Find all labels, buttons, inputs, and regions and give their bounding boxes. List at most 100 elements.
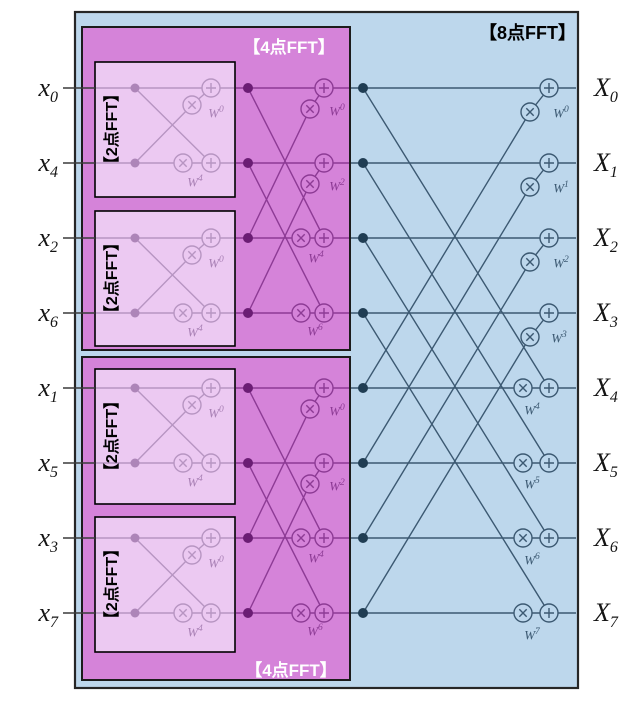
twiddle-label-s2-6: W4: [308, 550, 324, 566]
node-dot: [130, 458, 140, 468]
times-circle-icon: [520, 252, 540, 272]
twiddle-label-s3-2: W2: [553, 255, 569, 271]
twiddle-label-s1-4: W0: [208, 405, 224, 421]
stage1-nodes: [130, 83, 140, 618]
input-label-x3: x3: [38, 523, 58, 557]
twiddle-label-s2-0: W0: [329, 103, 345, 119]
times-circle-icon: [300, 399, 320, 419]
times-circle-icon: [291, 303, 311, 323]
node-dot: [130, 233, 140, 243]
twiddle-label-s3-1: W1: [553, 180, 569, 196]
twiddle-label-s3-5: W5: [524, 476, 540, 492]
output-label-X0: X0: [594, 73, 618, 107]
times-circle-icon: [300, 99, 320, 119]
plus-circle-icon: [314, 528, 334, 548]
plus-circle-icon: [201, 378, 221, 398]
times-circle-icon: [182, 545, 202, 565]
times-circle-icon: [173, 453, 193, 473]
plus-circle-icon: [539, 228, 559, 248]
times-circle-icon: [182, 395, 202, 415]
twiddle-label-s3-4: W4: [524, 402, 540, 418]
plus-circle-icon: [539, 78, 559, 98]
twiddle-label-s1-2: W0: [208, 255, 224, 271]
times-circle-icon: [182, 95, 202, 115]
input-label-x4: x4: [38, 148, 58, 182]
input-leads: [63, 87, 95, 614]
plus-circle-icon: [201, 78, 221, 98]
plus-circle-icon: [539, 453, 559, 473]
plus-circle-icon: [539, 153, 559, 173]
twiddle-label-s2-2: W4: [308, 250, 324, 266]
output-label-X6: X6: [594, 523, 618, 557]
output-label-X3: X3: [594, 298, 618, 332]
times-circle-icon: [520, 177, 540, 197]
node-dot: [358, 83, 368, 93]
twiddle-label-s3-7: W7: [524, 627, 540, 643]
plus-circle-icon: [314, 153, 334, 173]
plus-circle-icon: [314, 453, 334, 473]
twiddle-label-s2-4: W0: [329, 403, 345, 419]
fft8-title: 【8点FFT】: [479, 23, 576, 43]
plus-circle-icon: [539, 303, 559, 323]
input-label-x7: x7: [38, 598, 58, 632]
twiddle-label-s2-3: W6: [307, 323, 323, 339]
plus-circle-icon: [314, 228, 334, 248]
node-dot: [358, 533, 368, 543]
fft4-title-top: 【4点FFT】: [243, 38, 335, 57]
stage1-horizontals: [96, 87, 234, 614]
node-dot: [243, 233, 253, 243]
twiddle-label-s1-5: W4: [187, 474, 203, 490]
stage3-horizontals: [351, 87, 576, 614]
output-label-X2: X2: [594, 223, 618, 257]
plus-circle-icon: [314, 78, 334, 98]
plus-circle-icon: [314, 303, 334, 323]
twiddle-label-s1-3: W4: [187, 324, 203, 340]
output-label-X5: X5: [594, 448, 618, 482]
twiddle-label-s2-7: W6: [307, 623, 323, 639]
output-label-X1: X1: [594, 148, 618, 182]
twiddle-label-s3-6: W6: [524, 552, 540, 568]
times-circle-icon: [291, 228, 311, 248]
node-dot: [130, 308, 140, 318]
times-circle-icon: [173, 303, 193, 323]
node-dot: [130, 158, 140, 168]
fft2-title-3: 【2点FFT】: [104, 392, 121, 480]
twiddle-label-s1-7: W4: [187, 624, 203, 640]
node-dot: [243, 608, 253, 618]
input-label-x6: x6: [38, 298, 58, 332]
plus-circle-icon: [314, 603, 334, 623]
output-label-X7: X7: [594, 598, 618, 632]
plus-circle-icon: [201, 453, 221, 473]
times-circle-icon: [300, 174, 320, 194]
times-circle-icon: [291, 603, 311, 623]
node-dot: [243, 458, 253, 468]
fft2-title-2: 【2点FFT】: [104, 234, 121, 322]
twiddle-label-s3-0: W0: [553, 105, 569, 121]
plus-circle-icon: [201, 153, 221, 173]
times-circle-icon: [291, 528, 311, 548]
times-circle-icon: [520, 102, 540, 122]
times-circle-icon: [173, 153, 193, 173]
times-circle-icon: [513, 453, 533, 473]
twiddle-label-s1-1: W4: [187, 174, 203, 190]
node-dot: [130, 383, 140, 393]
input-label-x1: x1: [38, 373, 58, 407]
plus-circle-icon: [201, 228, 221, 248]
times-circle-icon: [173, 603, 193, 623]
fft2-title-4: 【2点FFT】: [104, 540, 121, 628]
plus-circle-icon: [201, 603, 221, 623]
times-circle-icon: [520, 327, 540, 347]
plus-circle-icon: [539, 603, 559, 623]
node-dot: [358, 233, 368, 243]
twiddle-label-s2-1: W2: [329, 178, 345, 194]
plus-circle-icon: [201, 528, 221, 548]
stage3-nodes: [358, 83, 368, 618]
input-label-x0: x0: [38, 73, 58, 107]
times-circle-icon: [513, 603, 533, 623]
stage2-nodes: [243, 83, 253, 618]
node-dot: [243, 83, 253, 93]
input-label-x5: x5: [38, 448, 58, 482]
twiddle-label-s3-3: W3: [551, 330, 567, 346]
